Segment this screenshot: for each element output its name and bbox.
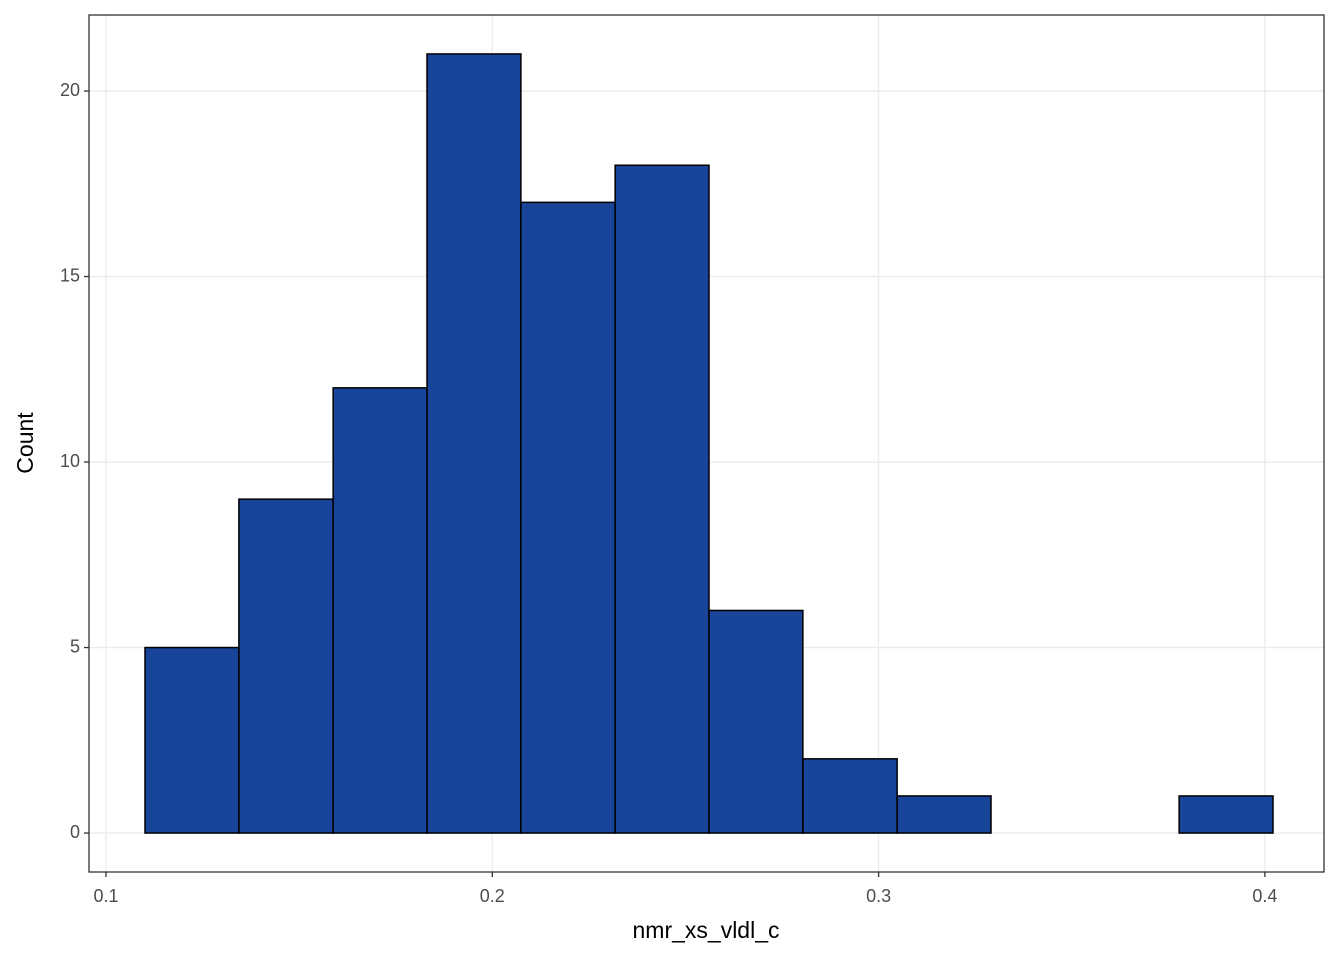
x-tick-label: 0.4: [1252, 886, 1277, 906]
x-tick-label: 0.1: [93, 886, 118, 906]
bar: [426, 53, 522, 834]
bar: [520, 201, 616, 834]
panel-border: [88, 14, 1325, 873]
y-tick-label: 10: [60, 451, 80, 471]
bar: [144, 646, 240, 834]
bar: [896, 795, 992, 834]
y-axis-title: Count: [12, 412, 38, 474]
bar: [238, 498, 334, 834]
x-axis-title: nmr_xs_vldl_c: [633, 917, 780, 943]
y-tick-label: 15: [60, 265, 80, 285]
bar: [1178, 795, 1274, 834]
bar: [708, 609, 804, 834]
y-tick-label: 0: [70, 822, 80, 842]
bar: [614, 164, 710, 834]
x-tick-label: 0.3: [866, 886, 891, 906]
bar: [802, 758, 898, 834]
y-tick-label: 20: [60, 80, 80, 100]
x-tick-label: 0.2: [480, 886, 505, 906]
y-tick-label: 5: [70, 636, 80, 656]
bar: [332, 387, 428, 834]
